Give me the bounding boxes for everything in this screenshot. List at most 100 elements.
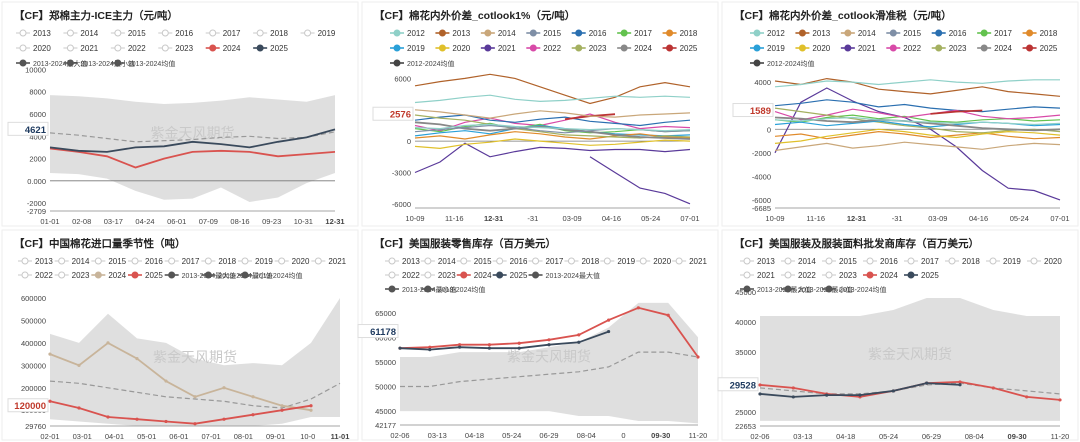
range-band [50,95,335,202]
legend-swatch-marker [114,29,122,37]
legend-swatch-marker [935,29,943,37]
legend-swatch-marker [889,29,897,37]
legend-label: 2024 [108,271,126,280]
legend-swatch-marker [666,29,674,37]
series-line-20132024-2 [49,380,341,409]
series-line-2025-4 [49,400,312,425]
legend-item: 2016 [863,257,898,266]
x-tick-label: 11-16 [445,214,464,223]
legend-label: 2022 [903,44,921,53]
y-tick-label: 0 [407,137,411,146]
legend-label: 2017 [182,257,200,266]
legend-swatch-marker [114,44,122,52]
legend-item: 2015 [456,257,492,266]
chart-panel-5: 【CF】美国服装零售库存（百万美元） 2013 2014 2015 2016 2017 20… [357,229,719,441]
legend-swatch-marker [393,59,401,67]
legend-label: 2012-2024均值 [767,59,814,68]
y-tick-label: 6000 [394,74,411,83]
legend-item: 2013 [795,29,831,38]
chart-title: 【CF】美国服装零售库存（百万美元） [374,237,556,250]
legend-swatch-marker [424,285,432,293]
legend-item: 2023 [158,44,194,53]
legend-label: 2014 [858,29,876,38]
data-point [1025,395,1029,399]
legend-label: 2013-2024均值 [128,59,175,68]
x-tick-label: 03-13 [428,431,447,440]
chart-panel-2: 【CF】棉花内外价差_cotlook1%（元/吨） 2012 2013 2014 201… [361,1,719,227]
x-tick-label: 08-04 [577,431,596,440]
legend-label: 2013-2024最小值 [80,59,134,68]
legend-label: 2015 [128,29,146,38]
legend-item: 2025 [253,44,288,53]
y-tick-label: 400000 [21,339,46,348]
legend-item: 2024 [977,44,1012,53]
legend-item: 2014 [840,29,876,38]
legend-label: 2024 [994,44,1012,53]
legend-swatch-marker [256,29,264,37]
y-tick-label: -2000 [752,149,771,158]
legend-swatch-marker [58,271,66,279]
x-tick-label: 06-01 [169,432,188,441]
legend-swatch-marker [114,59,122,67]
x-tick-label: 06-29 [922,432,941,441]
data-point [251,395,255,399]
series-line-2018-6 [774,130,1061,140]
legend-item: 2018 [945,257,980,266]
legend-item: 2018 [1022,29,1058,38]
legend-label: 2016 [175,29,193,38]
data-point [547,338,551,342]
data-point [164,419,168,424]
legend-label: 2021 [757,271,775,280]
legend-label: 2013 [402,257,420,266]
legend-swatch-marker [798,29,806,37]
latest-value-box [7,121,49,136]
legend-label: 2022 [543,44,561,53]
legend-item: 2016 [571,29,607,38]
x-tick-label: 05-24 [641,214,660,223]
series-line-20132024-2 [400,351,699,388]
x-tick-label: 09-23 [262,217,281,226]
legend-item: 2022 [18,271,53,280]
legend-item: 2020 [435,44,471,53]
data-point [636,306,640,310]
legend-label: 2025 [510,271,528,280]
y-tick-label: 45000 [375,407,396,416]
legend-item: 2015 [822,257,857,266]
legend-label: 2016 [145,257,163,266]
legend-item: 2024 [617,44,652,53]
legend-swatch-marker [168,257,176,265]
latest-value-box [732,103,774,118]
y-tick-label: 45000 [735,288,756,297]
data-point [398,346,402,350]
latest-value-label: 1589 [750,106,771,117]
chart-panel-4: 【CF】中国棉花进口量季节性（吨） 2013 2014 2015 2016 2017 201… [1,229,359,441]
legend-swatch-marker [666,44,674,52]
x-tick-label: 04-24 [135,217,154,226]
x-tick-label: 0 [621,431,625,440]
legend-label: 2013 [452,29,470,38]
legend-label: 2013 [33,29,51,38]
y-tick-label: 35000 [735,348,756,357]
legend-swatch-marker [529,44,537,52]
legend-item: 2015 [91,257,127,266]
legend-item: 2012-2024均值 [750,59,814,68]
legend-label: 2015 [543,29,561,38]
series-line-2024-3 [49,341,312,412]
legend-item: 2017 [904,257,939,266]
legend-swatch-marker [209,44,217,52]
data-point [193,395,197,399]
data-point [758,392,762,396]
legend-swatch-marker [209,29,217,37]
data-point [77,363,81,367]
legend-label: 2025 [270,44,288,53]
legend-label: 2021 [498,44,516,53]
legend-item: 2018 [201,257,237,266]
legend-label: 2022 [128,44,146,53]
data-point [458,345,462,349]
legend-label: 2013-2024均值 [438,285,485,294]
chart-title: 【CF】美国服装及服装面料批发商库存（百万美元） [734,237,979,250]
legend-swatch-marker [529,29,537,37]
legend-swatch-marker [393,29,401,37]
legend-label: 2020 [452,44,470,53]
legend-item: 2016 [931,29,967,38]
